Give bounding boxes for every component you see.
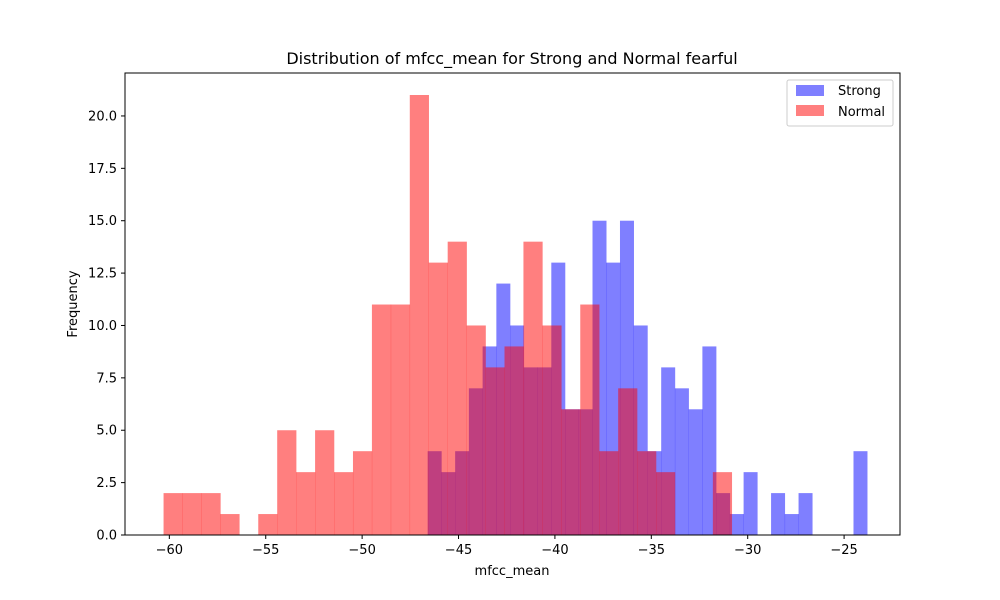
bar-normal-19: [523, 241, 543, 536]
y-tick-label: 20.0: [88, 109, 117, 124]
bar-normal-2: [201, 493, 221, 535]
bar-normal-29: [712, 472, 733, 535]
x-tick-label: −30: [734, 543, 761, 558]
x-tick-label: −35: [638, 543, 665, 558]
legend-swatch-strong: [796, 85, 824, 96]
x-tick-label: −40: [541, 543, 568, 558]
bar-normal-12: [390, 304, 411, 535]
bar-normal-5: [258, 514, 278, 535]
bars-group: [163, 95, 868, 536]
y-axis-ticks: 0.0 2.5 5.0 7.5 10.0 12.5 15.0 17.5 20.0: [88, 109, 125, 544]
x-tick-label: −55: [252, 543, 279, 558]
bar-normal-24: [618, 388, 638, 535]
y-tick-label: 7.5: [96, 371, 117, 386]
y-tick-label: 0.0: [96, 529, 117, 544]
bar-normal-23: [599, 451, 619, 535]
bar-normal-7: [296, 472, 316, 535]
bar-normal-1: [182, 493, 202, 535]
legend-swatch-normal: [796, 105, 824, 116]
bar-normal-20: [542, 325, 562, 535]
bar-strong-19: [688, 409, 703, 535]
bar-normal-16: [466, 325, 486, 535]
bar-strong-22: [729, 514, 744, 535]
bar-normal-18: [504, 346, 524, 535]
bar-normal-0: [163, 493, 183, 535]
x-tick-label: −50: [348, 543, 375, 558]
x-axis-ticks: −60 −55 −50 −45 −40 −35 −30 −25: [156, 535, 858, 558]
bar-strong-18: [674, 388, 689, 535]
y-tick-label: 15.0: [88, 214, 117, 229]
x-axis-label: mfcc_mean: [475, 564, 550, 579]
bar-normal-17: [485, 367, 505, 535]
bar-normal-3: [220, 514, 240, 535]
bar-strong-31: [853, 451, 868, 535]
bar-normal-25: [637, 451, 657, 535]
bar-normal-22: [580, 304, 600, 535]
bar-normal-8: [315, 430, 335, 535]
legend: Strong Normal: [786, 79, 894, 127]
y-tick-label: 12.5: [88, 267, 117, 282]
bar-normal-13: [409, 95, 429, 535]
bar-normal-26: [656, 472, 676, 535]
plot-frame: [124, 72, 901, 536]
bar-normal-6: [277, 430, 297, 535]
bar-normal-15: [447, 241, 467, 536]
bar-normal-14: [428, 262, 448, 535]
bar-normal-11: [371, 304, 392, 535]
bar-strong-25: [771, 493, 786, 535]
y-tick-label: 17.5: [88, 162, 117, 177]
x-tick-label: −45: [445, 543, 472, 558]
x-tick-label: −60: [156, 543, 183, 558]
x-tick-label: −25: [830, 543, 857, 558]
bar-strong-27: [798, 493, 813, 535]
bar-normal-21: [561, 409, 581, 535]
bar-normal-9: [334, 472, 354, 535]
legend-label-strong: Strong: [838, 84, 881, 99]
y-tick-label: 5.0: [96, 424, 117, 439]
bar-strong-26: [784, 514, 799, 535]
bar-strong-23: [743, 472, 758, 535]
y-tick-label: 2.5: [96, 476, 117, 491]
chart-title: Distribution of mfcc_mean for Strong and…: [286, 49, 737, 69]
legend-label-normal: Normal: [838, 105, 885, 120]
y-axis-label: Frequency: [66, 270, 81, 337]
y-tick-label: 10.0: [88, 319, 117, 334]
bar-normal-10: [352, 451, 373, 535]
